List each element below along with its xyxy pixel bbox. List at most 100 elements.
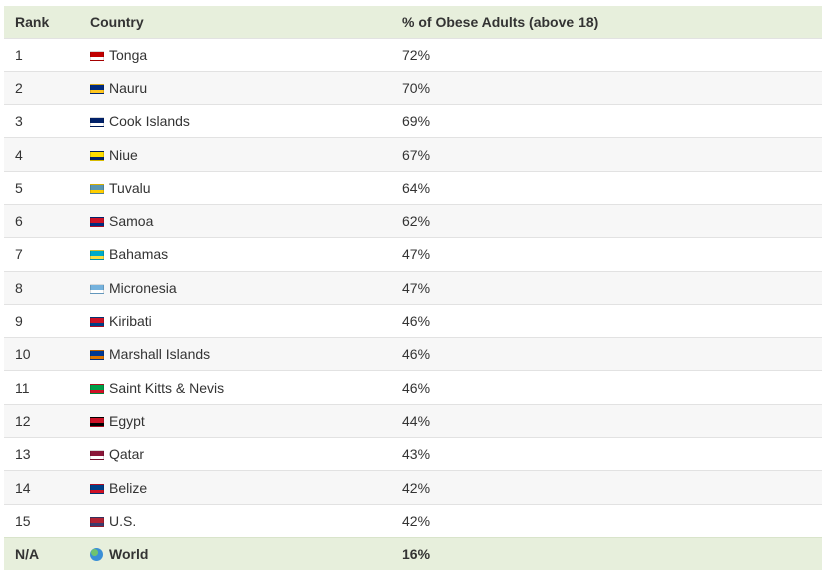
country-cell: Samoa bbox=[79, 204, 391, 237]
country-name: Tonga bbox=[109, 46, 148, 63]
saint-kitts-nevis-flag-icon bbox=[90, 383, 104, 394]
obesity-table-container: Rank Country % of Obese Adults (above 18… bbox=[4, 6, 822, 571]
country-name: Nauru bbox=[109, 79, 148, 96]
rank-cell: 12 bbox=[15, 412, 31, 429]
marshall-islands-flag-icon bbox=[90, 350, 104, 361]
rank-cell: 6 bbox=[15, 213, 23, 230]
globe-icon bbox=[90, 548, 103, 562]
value-cell: 44% bbox=[402, 412, 431, 429]
value-cell: 43% bbox=[402, 446, 431, 463]
value-cell: 47% bbox=[402, 279, 431, 296]
country-name: Niue bbox=[109, 146, 138, 163]
country-name: Micronesia bbox=[109, 279, 177, 296]
niue-flag-icon bbox=[90, 150, 104, 161]
rank-cell: 7 bbox=[15, 246, 23, 263]
rank-cell: 1 bbox=[15, 46, 23, 63]
country-cell: Niue bbox=[79, 138, 391, 171]
value-cell: 16% bbox=[402, 546, 431, 563]
table-row: 12 Egypt 44% bbox=[4, 404, 822, 438]
table-row: 10 Marshall Islands 46% bbox=[4, 337, 822, 371]
country-cell: Belize bbox=[79, 471, 391, 504]
micronesia-flag-icon bbox=[90, 283, 104, 294]
qatar-flag-icon bbox=[90, 450, 104, 461]
tonga-flag-icon bbox=[90, 50, 104, 61]
country-name: Egypt bbox=[109, 412, 145, 429]
country-name: Marshall Islands bbox=[109, 346, 211, 363]
country-name: Kiribati bbox=[109, 313, 152, 330]
country-name: Saint Kitts & Nevis bbox=[109, 379, 225, 396]
obesity-ranking-table: Rank Country % of Obese Adults (above 18… bbox=[4, 6, 822, 571]
table-row: 15 U.S. 42% bbox=[4, 504, 822, 538]
value-cell: 47% bbox=[402, 246, 431, 263]
kiribati-flag-icon bbox=[90, 317, 104, 328]
value-cell: 46% bbox=[402, 346, 431, 363]
table-body: 1 Tonga 72% 2 Nauru 70% 3 Cook Islands 69% 4 Niue 6… bbox=[4, 38, 822, 538]
column-header-country: Country bbox=[90, 13, 144, 30]
value-cell: 67% bbox=[402, 146, 431, 163]
rank-cell: N/A bbox=[15, 546, 40, 563]
rank-cell: 8 bbox=[15, 279, 23, 296]
table-row: 13 Qatar 43% bbox=[4, 437, 822, 471]
country-cell: U.S. bbox=[79, 504, 391, 537]
table-row: 3 Cook Islands 69% bbox=[4, 104, 822, 138]
cook-islands-flag-icon bbox=[90, 117, 104, 128]
belize-flag-icon bbox=[90, 483, 104, 494]
table-row: 7 Bahamas 47% bbox=[4, 237, 822, 272]
egypt-flag-icon bbox=[90, 416, 104, 427]
value-cell: 69% bbox=[402, 113, 431, 130]
rank-cell: 9 bbox=[15, 313, 23, 330]
us-flag-icon bbox=[90, 516, 104, 527]
country-cell: Tonga bbox=[79, 38, 391, 71]
rank-cell: 2 bbox=[15, 79, 23, 96]
country-name: Qatar bbox=[109, 446, 145, 463]
country-name: World bbox=[109, 546, 149, 563]
table-row: 1 Tonga 72% bbox=[4, 38, 822, 72]
table-row: 14 Belize 42% bbox=[4, 470, 822, 505]
value-cell: 64% bbox=[402, 179, 431, 196]
value-cell: 42% bbox=[402, 512, 431, 529]
country-cell: Egypt bbox=[79, 404, 391, 437]
country-name: Belize bbox=[109, 479, 148, 496]
rank-cell: 14 bbox=[15, 479, 31, 496]
rank-cell: 13 bbox=[15, 446, 31, 463]
country-cell: Cook Islands bbox=[79, 105, 391, 138]
samoa-flag-icon bbox=[90, 217, 104, 228]
rank-cell: 11 bbox=[15, 379, 30, 396]
table-row: 5 Tuvalu 64% bbox=[4, 171, 822, 205]
value-cell: 72% bbox=[402, 46, 431, 63]
rank-cell: 10 bbox=[15, 346, 31, 363]
bahamas-flag-icon bbox=[90, 250, 104, 261]
country-cell: Nauru bbox=[79, 71, 391, 104]
nauru-flag-icon bbox=[90, 83, 104, 94]
table-row: 11 Saint Kitts & Nevis 46% bbox=[4, 370, 822, 405]
value-cell: 70% bbox=[402, 79, 431, 96]
table-row: 4 Niue 67% bbox=[4, 137, 822, 172]
value-cell: 62% bbox=[402, 213, 431, 230]
country-name: Tuvalu bbox=[109, 179, 151, 196]
world-total-row: N/A World 16% bbox=[4, 537, 822, 571]
country-cell: World bbox=[79, 537, 391, 570]
country-name: Cook Islands bbox=[109, 113, 190, 130]
table-row: 8 Micronesia 47% bbox=[4, 271, 822, 305]
country-cell: Micronesia bbox=[79, 271, 391, 304]
value-cell: 46% bbox=[402, 313, 431, 330]
country-name: Samoa bbox=[109, 213, 154, 230]
country-cell: Qatar bbox=[79, 438, 391, 471]
rank-cell: 3 bbox=[15, 113, 23, 130]
table-row: 9 Kiribati 46% bbox=[4, 304, 822, 338]
rank-cell: 4 bbox=[15, 146, 23, 163]
table-header-row: Rank Country % of Obese Adults (above 18… bbox=[4, 6, 822, 38]
rank-cell: 5 bbox=[15, 179, 23, 196]
country-cell: Marshall Islands bbox=[79, 338, 391, 371]
country-name: U.S. bbox=[109, 512, 137, 529]
country-name: Bahamas bbox=[109, 246, 169, 263]
country-cell: Kiribati bbox=[79, 304, 391, 337]
country-cell: Tuvalu bbox=[79, 171, 391, 204]
country-cell: Saint Kitts & Nevis bbox=[79, 371, 391, 404]
value-cell: 42% bbox=[402, 479, 431, 496]
tuvalu-flag-icon bbox=[90, 183, 104, 194]
column-header-rank: Rank bbox=[15, 13, 50, 30]
value-cell: 46% bbox=[402, 379, 431, 396]
column-header-obese-percent: % of Obese Adults (above 18) bbox=[402, 13, 599, 30]
country-cell: Bahamas bbox=[79, 238, 391, 271]
